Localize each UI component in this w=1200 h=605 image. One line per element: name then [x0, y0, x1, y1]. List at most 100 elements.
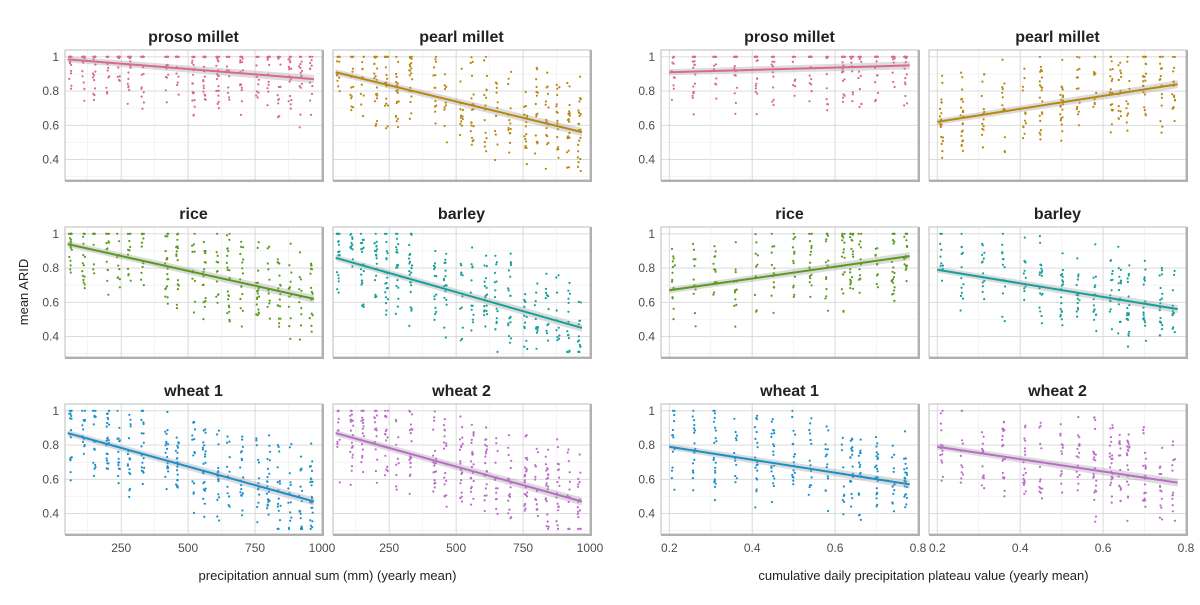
y-tick-label: 0.6	[638, 295, 655, 309]
panel-title: wheat 1	[759, 383, 819, 400]
data-point	[215, 89, 218, 93]
data-point	[772, 429, 775, 432]
data-point	[176, 233, 179, 236]
data-point	[362, 409, 365, 412]
data-point	[526, 347, 529, 350]
data-point	[268, 472, 271, 475]
data-point	[841, 273, 844, 276]
data-point	[337, 291, 340, 294]
data-point	[395, 473, 398, 477]
data-point	[876, 262, 879, 265]
data-point	[470, 121, 473, 124]
data-point	[1160, 266, 1163, 270]
data-point	[792, 469, 795, 472]
data-point	[1078, 67, 1081, 70]
data-point	[536, 329, 539, 332]
data-point	[338, 481, 341, 484]
data-point	[556, 462, 560, 465]
data-point	[791, 55, 794, 58]
data-point	[692, 278, 695, 281]
data-point	[983, 251, 986, 254]
data-point	[824, 261, 828, 264]
data-point	[287, 487, 290, 490]
data-point	[557, 505, 560, 508]
data-point	[256, 96, 259, 99]
data-point	[484, 452, 488, 455]
data-point	[507, 434, 510, 437]
data-point	[69, 471, 72, 474]
data-point	[241, 438, 244, 441]
data-point	[276, 258, 279, 261]
data-point	[267, 490, 270, 493]
data-point	[509, 252, 512, 255]
data-point	[373, 77, 376, 80]
data-point	[116, 276, 119, 279]
data-point	[349, 55, 353, 58]
data-point	[277, 98, 280, 101]
data-point	[857, 232, 860, 235]
data-point	[267, 80, 270, 83]
data-point	[735, 477, 738, 480]
data-point	[534, 300, 537, 303]
data-point	[1040, 274, 1043, 277]
data-point	[859, 438, 862, 441]
data-point	[68, 55, 71, 58]
data-point	[409, 69, 412, 72]
data-point	[1126, 306, 1129, 310]
data-point	[1076, 278, 1079, 281]
data-point	[792, 483, 795, 486]
data-point	[1023, 287, 1026, 290]
facet-panel-11: wheat 10.40.60.810.2 0.4 0.6 0.8	[638, 383, 926, 555]
data-point	[257, 501, 260, 504]
data-point	[1126, 448, 1129, 451]
data-point	[1125, 314, 1128, 317]
data-point	[471, 60, 474, 64]
data-point	[92, 243, 95, 246]
data-point	[577, 109, 580, 112]
data-point	[164, 262, 167, 265]
x-tick-label: 0.4	[1012, 541, 1029, 555]
data-point	[962, 139, 965, 142]
data-point	[1061, 86, 1064, 89]
data-point	[825, 425, 828, 428]
data-point	[555, 103, 558, 106]
data-point	[352, 85, 355, 88]
data-point	[693, 442, 696, 445]
data-point	[1094, 275, 1097, 278]
data-point	[523, 325, 526, 328]
data-point	[770, 251, 773, 254]
data-point	[373, 421, 377, 424]
data-point	[166, 278, 169, 281]
data-point	[384, 454, 387, 457]
data-point	[712, 55, 715, 58]
data-point	[714, 469, 717, 472]
data-point	[1117, 267, 1120, 270]
data-point	[301, 489, 304, 492]
data-point	[1075, 310, 1078, 313]
data-point	[375, 409, 378, 412]
data-point	[175, 254, 178, 257]
data-point	[268, 302, 271, 305]
data-point	[140, 432, 143, 435]
data-point	[960, 98, 963, 101]
data-point	[70, 84, 73, 87]
data-point	[349, 483, 352, 486]
data-point	[362, 55, 365, 58]
data-point	[671, 265, 675, 269]
data-point	[461, 326, 464, 329]
x-tick-label: 250	[111, 541, 131, 555]
panel-title: barley	[1034, 206, 1081, 223]
data-point	[164, 444, 167, 447]
data-point	[105, 452, 108, 455]
data-point	[1125, 121, 1128, 124]
data-point	[376, 248, 379, 251]
data-point	[484, 55, 487, 58]
data-point	[127, 85, 130, 88]
data-point	[433, 262, 437, 265]
data-point	[734, 298, 737, 301]
data-point	[93, 232, 96, 235]
data-point	[394, 72, 398, 76]
data-point	[444, 269, 447, 272]
panel-title: wheat 1	[163, 383, 223, 400]
data-point	[69, 459, 72, 462]
